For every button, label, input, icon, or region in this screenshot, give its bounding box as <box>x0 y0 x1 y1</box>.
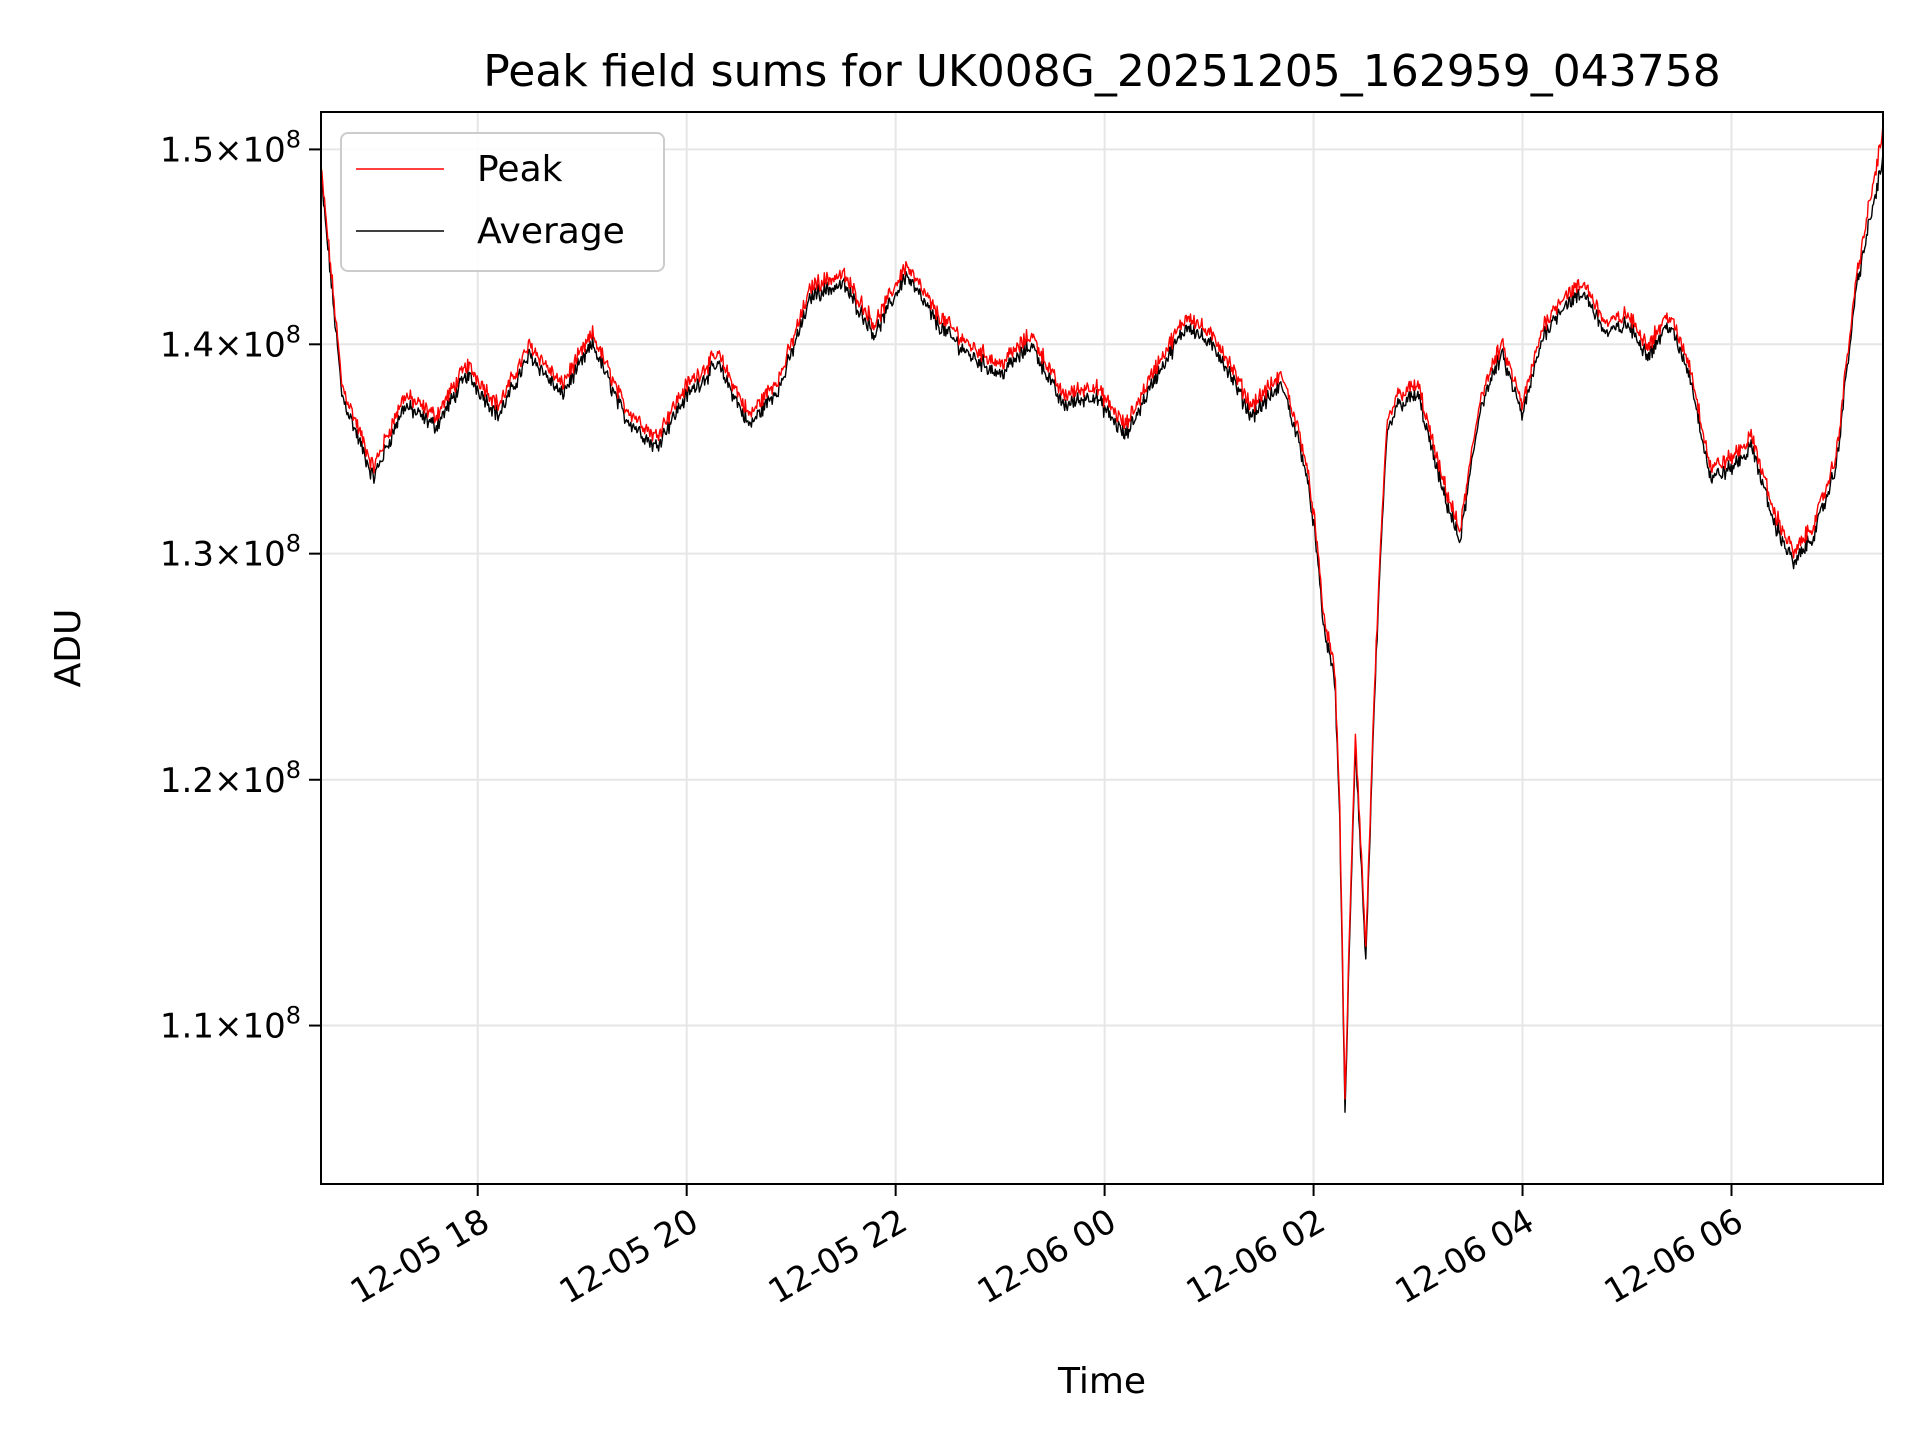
y-tick-base: 10 <box>242 1007 285 1047</box>
y-tick-mantissa: 1.3 <box>160 535 214 575</box>
chart-title: Peak field sums for UK008G_20251205_1629… <box>483 46 1720 97</box>
y-tick-mantissa: 1.1 <box>160 1007 214 1047</box>
series-line-peak <box>320 124 1884 1100</box>
y-tick-label: 1.2×108 <box>160 756 301 801</box>
series-layer <box>320 124 1884 1113</box>
y-tick-label: 1.5×108 <box>160 125 301 170</box>
y-tick-exponent: 8 <box>286 1002 301 1030</box>
y-tick-exponent: 8 <box>286 756 301 784</box>
y-tick-times: × <box>214 325 243 365</box>
y-axis-label: ADU <box>48 609 89 688</box>
series-line-average <box>320 152 1884 1113</box>
y-tick-mantissa: 1.5 <box>160 130 214 170</box>
y-tick-base: 10 <box>242 761 285 801</box>
y-tick-exponent: 8 <box>286 320 301 348</box>
y-tick-times: × <box>214 1007 243 1047</box>
y-tick-base: 10 <box>242 325 285 365</box>
y-tick-base: 10 <box>242 130 285 170</box>
y-tick-times: × <box>214 761 243 801</box>
y-tick-base: 10 <box>242 535 285 575</box>
y-tick-label: 1.3×108 <box>160 530 301 575</box>
y-tick-label: 1.4×108 <box>160 320 301 365</box>
y-tick-label: 1.1×108 <box>160 1002 301 1047</box>
y-tick-exponent: 8 <box>286 530 301 558</box>
y-tick-mantissa: 1.4 <box>160 325 214 365</box>
legend-average-label: Average <box>477 211 625 252</box>
legend-box <box>340 132 665 272</box>
y-tick-times: × <box>214 535 243 575</box>
legend: Peak Average <box>340 132 665 272</box>
y-tick-exponent: 8 <box>286 125 301 153</box>
y-tick-mantissa: 1.2 <box>160 761 214 801</box>
x-axis-label: Time <box>1057 1361 1146 1402</box>
legend-peak-label: Peak <box>477 149 563 190</box>
y-tick-times: × <box>214 130 243 170</box>
plot-area-frame <box>320 111 1884 1185</box>
